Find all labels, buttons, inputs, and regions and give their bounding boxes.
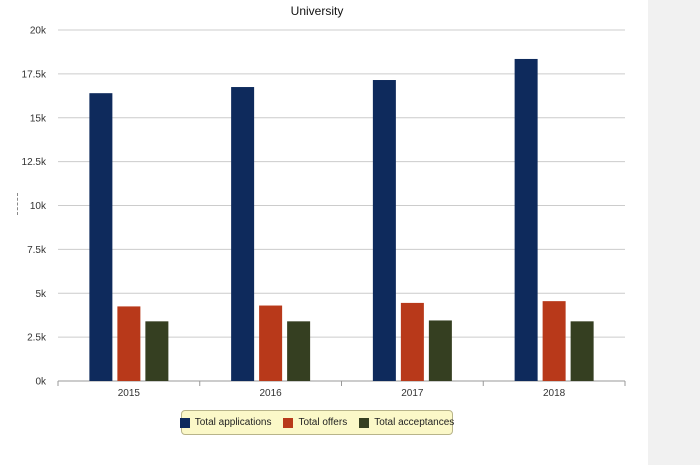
x-tick-label: 2018 bbox=[543, 388, 566, 399]
y-tick-label: 10k bbox=[30, 201, 47, 212]
legend-label: Total applications bbox=[194, 417, 272, 428]
bar-total-acceptances[interactable] bbox=[145, 321, 169, 381]
bar-total-offers[interactable] bbox=[542, 301, 566, 381]
y-tick-label: 5k bbox=[35, 289, 47, 300]
y-tick-label: 17.5k bbox=[22, 69, 47, 80]
legend-item[interactable]: Total acceptances bbox=[359, 417, 454, 428]
bar-total-offers[interactable] bbox=[400, 302, 424, 381]
legend-label: Total offers bbox=[298, 417, 348, 428]
legend-label: Total acceptances bbox=[374, 417, 455, 428]
y-tick-label: 12.5k bbox=[22, 157, 47, 168]
bar-total-acceptances[interactable] bbox=[428, 320, 452, 381]
x-tick-label: 2017 bbox=[401, 388, 424, 399]
axis-marker bbox=[17, 193, 18, 215]
bar-total-applications[interactable] bbox=[372, 80, 396, 381]
bar-total-applications[interactable] bbox=[231, 87, 255, 381]
bar-chart: University 0k 2.5k 5k 7.5k 10k 12.5k 15k 17.5k 2… bbox=[22, 4, 626, 400]
y-tick-label: 20k bbox=[30, 26, 47, 37]
bar-total-applications[interactable] bbox=[514, 58, 538, 382]
gridlines bbox=[58, 29, 625, 338]
y-tick-label: 7.5k bbox=[27, 245, 47, 256]
legend: Total applications Total offers Total acce… bbox=[179, 410, 454, 435]
tick-labels: 0k 2.5k 5k 7.5k 10k 12.5k 15k 17.5k 20k 2015 2016 2… bbox=[22, 26, 566, 400]
right-panel bbox=[648, 0, 700, 465]
chart-title: University bbox=[291, 4, 344, 18]
x-tick-label: 2015 bbox=[118, 388, 141, 399]
bar-total-applications[interactable] bbox=[89, 93, 113, 382]
x-tick-label: 2016 bbox=[260, 388, 283, 399]
bar-total-acceptances[interactable] bbox=[287, 321, 311, 381]
chart-area: University 0k 2.5k 5k 7.5k 10k 12.5k 15k 17.5k 2… bbox=[17, 4, 626, 435]
legend-item[interactable]: Total applications bbox=[179, 417, 272, 428]
legend-item[interactable]: Total offers bbox=[283, 417, 347, 428]
bar-total-acceptances[interactable] bbox=[570, 321, 594, 381]
bar-total-offers[interactable] bbox=[259, 305, 283, 381]
bar-total-offers[interactable] bbox=[117, 306, 141, 381]
legend-swatch bbox=[283, 417, 294, 428]
axes bbox=[57, 380, 626, 386]
legend-swatch bbox=[359, 417, 370, 428]
legend-swatch bbox=[179, 417, 190, 428]
bars bbox=[89, 58, 594, 382]
y-tick-label: 15k bbox=[30, 113, 47, 124]
y-tick-label: 0k bbox=[35, 377, 47, 388]
y-tick-label: 2.5k bbox=[27, 333, 47, 344]
